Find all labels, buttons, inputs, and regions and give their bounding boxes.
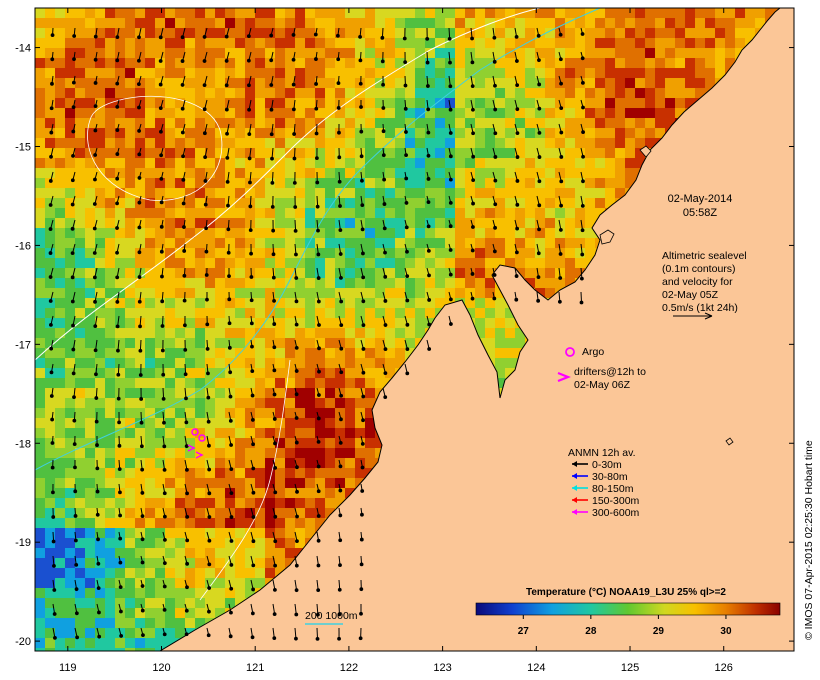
drifters-line-1: drifters@12h to: [574, 366, 646, 378]
argo-icon: [565, 347, 575, 357]
altimetry-line-3: and velocity for: [662, 276, 733, 288]
scale-arrow-icon: [673, 312, 713, 320]
colorbar-tick-label: 30: [720, 626, 732, 637]
credit-label: © IMOS 07-Apr-2015 02:25:30 Hobart time: [803, 440, 815, 640]
lat-tick-label: -20: [15, 636, 31, 648]
velocity-vectors: [48, 27, 585, 641]
anmn-title: ANMN 12h av.: [568, 447, 636, 459]
island: [639, 145, 652, 158]
longitude-axis: 119 120 121 122 123 124 125 126: [59, 8, 733, 674]
altimetry-line-5: 0.5m/s (1kt 24h): [662, 302, 738, 314]
lon-tick-label: 126: [715, 662, 733, 674]
map-border: [34, 7, 795, 652]
anmn-item-label: 30-80m: [592, 471, 628, 483]
colorbar-title: Temperature (°C) NOAA19_L3U 25% ql>=2: [526, 587, 726, 598]
latitude-axis: -14 -15 -16 -17 -18 -19 -20: [15, 43, 794, 648]
lon-tick-label: 124: [527, 662, 545, 674]
colorbar-tick-label: 28: [585, 626, 597, 637]
drifter-icon: [557, 371, 571, 383]
anmn-legend: ANMN 12h av. 0-30m30-80m80-150m150-300m3…: [568, 447, 640, 519]
bathymetry-contours: [35, 8, 601, 601]
lon-tick-label: 123: [433, 662, 451, 674]
lon-tick-label: 119: [59, 662, 77, 674]
time-label: 05:58Z: [683, 207, 718, 219]
lat-tick-label: -14: [15, 43, 31, 55]
altimetry-line-4: 02-May 05Z: [662, 289, 719, 301]
lon-tick-label: 120: [152, 662, 170, 674]
lat-tick-label: -16: [15, 240, 31, 252]
altimetry-line-1: Altimetric sealevel: [662, 250, 747, 262]
drifters-line-2: 02-May 06Z: [574, 379, 631, 391]
lon-tick-label: 121: [246, 662, 264, 674]
anmn-item-label: 300-600m: [592, 507, 640, 519]
lat-tick-label: -15: [15, 141, 31, 153]
date-label: 02-May-2014: [668, 193, 733, 205]
bathymetry-label: 200 1000m: [305, 610, 358, 622]
drifters-legend: Argo drifters@12h to 02-May 06Z: [557, 346, 646, 391]
colorbar-tick-label: 29: [653, 626, 665, 637]
lat-tick-label: -17: [15, 339, 31, 351]
lat-tick-label: -18: [15, 438, 31, 450]
lon-tick-label: 125: [621, 662, 639, 674]
altimetry-line-2: (0.1m contours): [662, 263, 736, 275]
anmn-item-label: 0-30m: [592, 459, 622, 471]
argo-label: Argo: [582, 346, 604, 358]
anmn-item-label: 150-300m: [592, 495, 640, 507]
colorbar-tick-label: 27: [518, 626, 530, 637]
altimetry-note: Altimetric sealevel (0.1m contours) and …: [662, 250, 747, 320]
bathymetry-legend: 200 1000m: [305, 610, 358, 625]
lat-tick-label: -19: [15, 537, 31, 549]
anmn-item-label: 80-150m: [592, 483, 634, 495]
colorbar-ramp: [475, 602, 781, 616]
drifter-cluster: [187, 428, 206, 459]
island: [599, 229, 615, 245]
map-area: [35, 8, 794, 651]
land: [159, 8, 794, 651]
island: [725, 437, 734, 446]
lon-tick-label: 122: [340, 662, 358, 674]
colorbar: Temperature (°C) NOAA19_L3U 25% ql>=2 27…: [475, 587, 781, 637]
